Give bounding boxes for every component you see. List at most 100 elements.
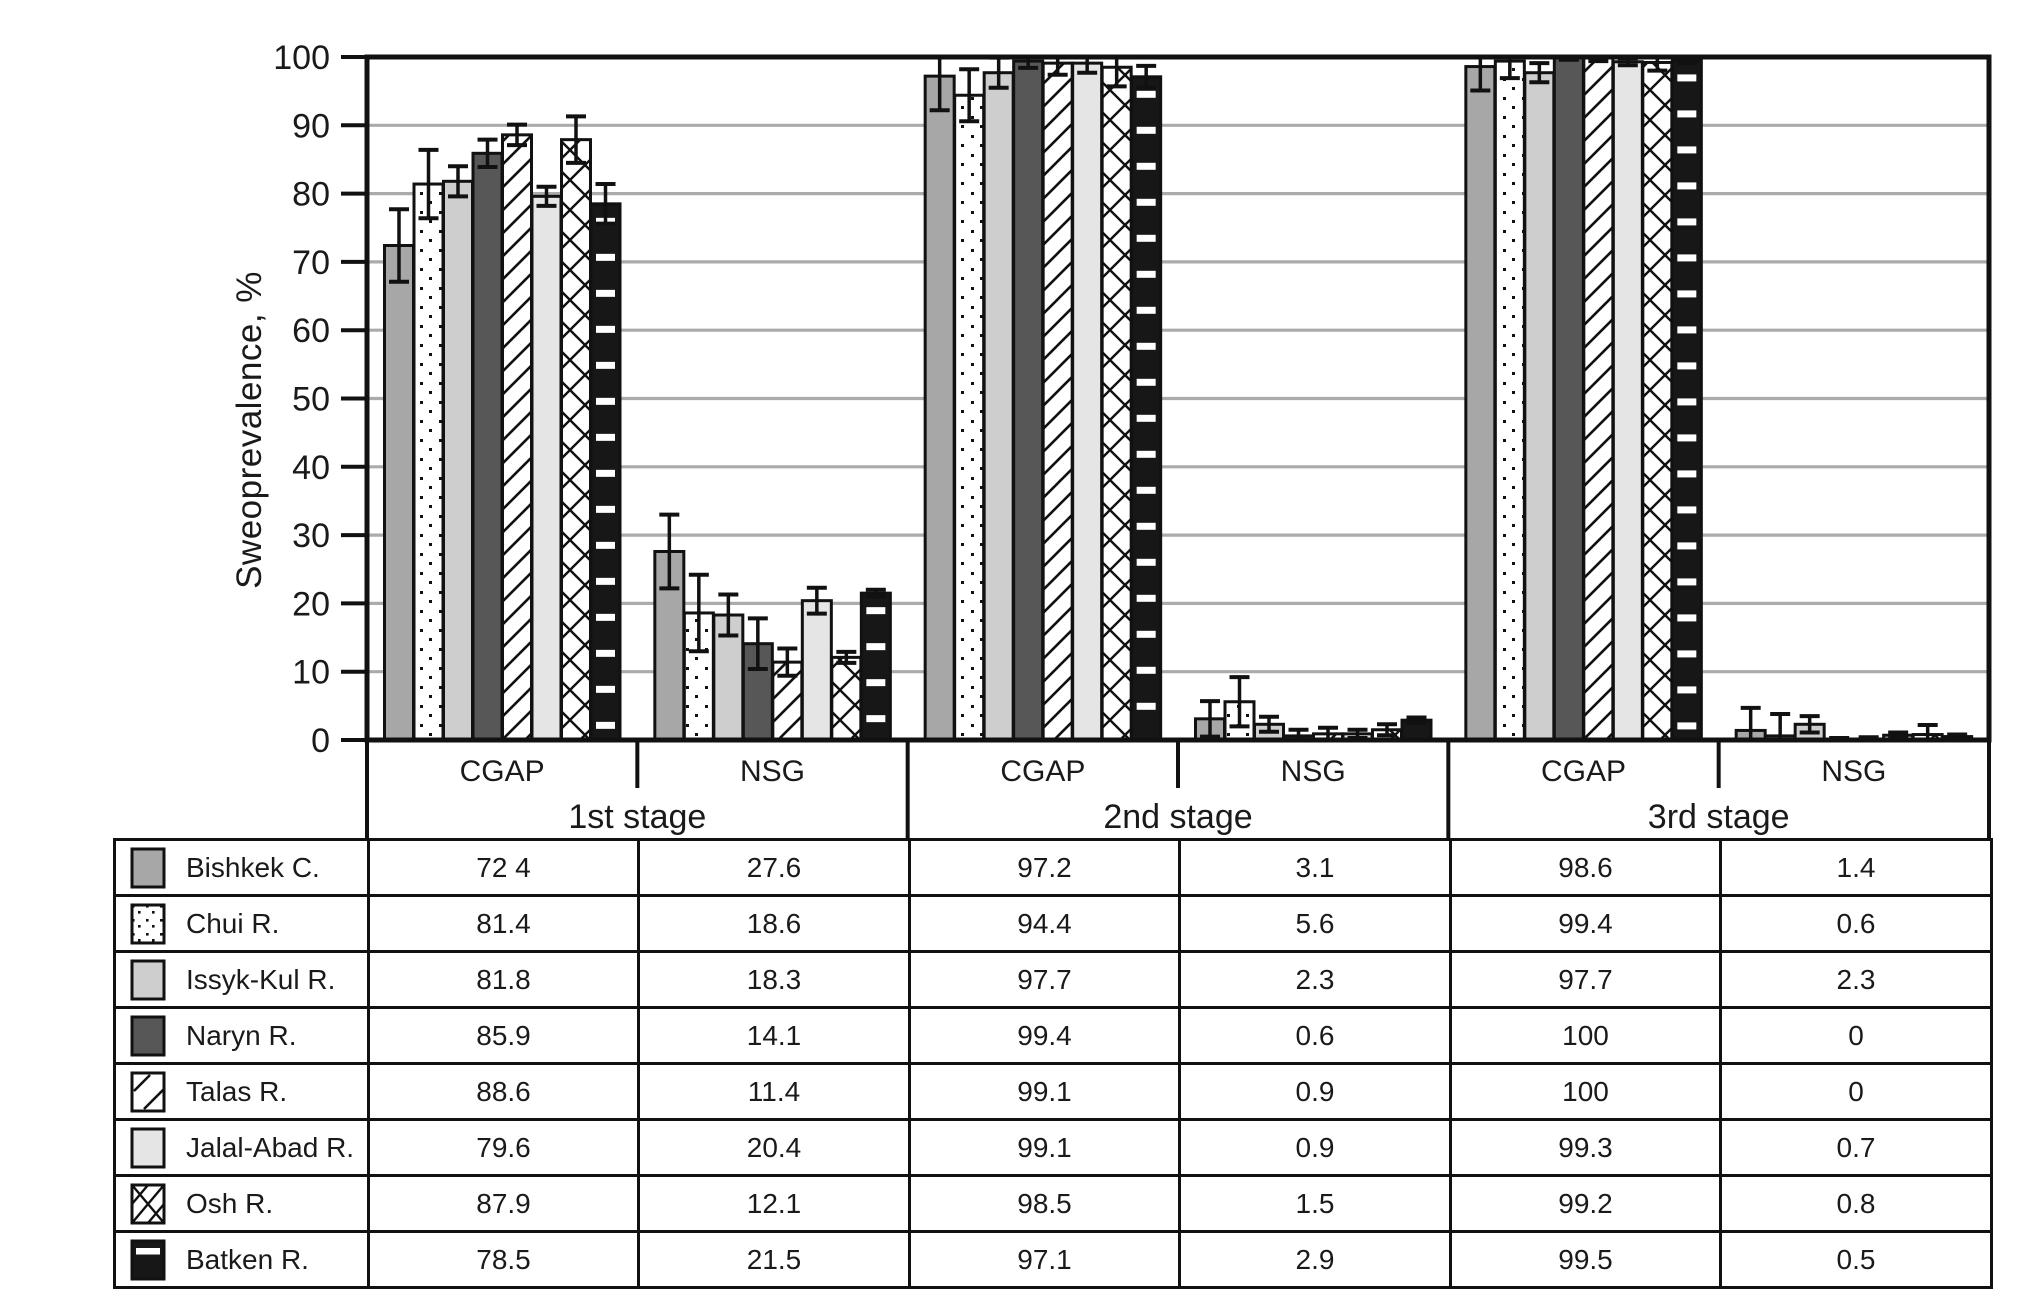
- y-tick-label: 90: [292, 107, 330, 145]
- bar: [800, 599, 833, 742]
- legend-swatch: [130, 1071, 166, 1112]
- legend-label: Issyk-Kul R.: [186, 963, 336, 995]
- table-cell: 2.9: [1178, 1230, 1452, 1289]
- legend-cell: Batken R.: [113, 1230, 370, 1289]
- table-row: Batken R. 78.5 21.5 97.1 2.9 99.5 0.5: [113, 1230, 1993, 1289]
- table-cell: 0.9: [1178, 1062, 1452, 1121]
- bar-stripe: [1136, 522, 1156, 530]
- legend-cell: Naryn R.: [113, 1006, 370, 1065]
- legend-label: Naryn R.: [186, 1019, 297, 1051]
- bar: [530, 194, 563, 742]
- bar-stripe: [596, 505, 615, 513]
- table-cell: 99.1: [908, 1118, 1181, 1177]
- table-cell: 2.3: [1719, 950, 1993, 1009]
- table-cell: 14.1: [637, 1006, 911, 1065]
- bar-stripe: [1136, 270, 1156, 278]
- bar-stripe: [1136, 558, 1156, 566]
- table-cell: 79.6: [367, 1118, 640, 1177]
- table-cell: 1.4: [1719, 838, 1993, 897]
- bar-stripe: [1677, 398, 1697, 406]
- table-cell: 99.3: [1449, 1118, 1722, 1177]
- stage-label: 2nd stage: [1103, 798, 1252, 836]
- bar-stripe: [866, 679, 886, 687]
- bar-stripe: [1677, 74, 1697, 82]
- legend-swatch: [130, 903, 166, 944]
- table-cell: 3.1: [1178, 838, 1452, 897]
- bar: [1611, 60, 1644, 742]
- table-cell: 0.8: [1719, 1174, 1993, 1233]
- legend-label: Jalal-Abad R.: [186, 1131, 355, 1163]
- table-row: Bishkek C. 72 4 27.6 97.2 3.1 98.6 1.4: [113, 838, 1993, 897]
- bar-stripe: [1136, 630, 1156, 638]
- table-cell: 0: [1719, 1062, 1993, 1121]
- table-row: Issyk-Kul R. 81.8 18.3 97.7 2.3 97.7 2.3: [113, 950, 1993, 1009]
- table-cell: 97.2: [908, 838, 1181, 897]
- bar-stripe: [1136, 414, 1156, 422]
- assay-label: NSG: [1821, 755, 1886, 788]
- table-cell: 97.1: [908, 1230, 1181, 1289]
- table-cell: 99.2: [1449, 1174, 1722, 1233]
- bar-stripe: [1677, 110, 1697, 118]
- legend-cell: Jalal-Abad R.: [113, 1118, 370, 1177]
- bar-stripe: [596, 289, 615, 297]
- table-cell: 0.6: [1719, 894, 1993, 953]
- bar-stripe: [596, 397, 615, 405]
- table-cell: 99.5: [1449, 1230, 1722, 1289]
- bar-stripe: [1136, 702, 1156, 710]
- bar-stripe: [1136, 162, 1156, 170]
- legend-swatch: [130, 1239, 166, 1280]
- table-cell: 98.6: [1449, 838, 1722, 897]
- bar: [1493, 59, 1526, 742]
- table-cell: 0.9: [1178, 1118, 1452, 1177]
- table-cell: 97.7: [908, 950, 1181, 1009]
- legend-label: Batken R.: [186, 1243, 309, 1275]
- table-cell: 97.7: [1449, 950, 1722, 1009]
- assay-label: NSG: [740, 755, 805, 788]
- y-tick-label: 0: [311, 722, 330, 760]
- legend-cell: Talas R.: [113, 1062, 370, 1121]
- bar-stripe: [1677, 434, 1697, 442]
- table-cell: 21.5: [637, 1230, 911, 1289]
- bar: [1464, 65, 1497, 742]
- bar-stripe: [1677, 614, 1697, 622]
- bar-stripe: [1677, 290, 1697, 298]
- bar-stripe: [596, 721, 615, 729]
- assay-label: NSG: [1281, 755, 1346, 788]
- bar-stripe: [1136, 486, 1156, 494]
- bar: [1523, 71, 1556, 742]
- bar: [923, 74, 956, 742]
- table-cell: 2.3: [1178, 950, 1452, 1009]
- bar-stripe: [596, 613, 615, 621]
- table-row: Naryn R. 85.9 14.1 99.4 0.6 100 0: [113, 1006, 1993, 1065]
- table-cell: 99.1: [908, 1062, 1181, 1121]
- bar-stripe: [1677, 254, 1697, 262]
- y-tick-label: 20: [292, 585, 330, 623]
- table-row: Talas R. 88.6 11.4 99.1 0.9 100 0: [113, 1062, 1993, 1121]
- bar-stripe: [1677, 506, 1697, 514]
- table-cell: 87.9: [367, 1174, 640, 1233]
- table-cell: 98.5: [908, 1174, 1181, 1233]
- legend-swatch: [130, 959, 166, 1000]
- y-tick-label: 60: [292, 312, 330, 350]
- bar-stripe: [1677, 146, 1697, 154]
- table-cell: 78.5: [367, 1230, 640, 1289]
- legend-label: Osh R.: [186, 1187, 274, 1219]
- table-cell: 12.1: [637, 1174, 911, 1233]
- chart-plot: 0 10 20 30 40 50 60 70 80 90 100 CGAP NSG CGAP NSG CGAP…: [273, 39, 1992, 838]
- assay-label: CGAP: [460, 755, 545, 788]
- table-cell: 0.6: [1178, 1006, 1452, 1065]
- y-tick-label: 70: [292, 244, 330, 282]
- bar-stripe: [1136, 450, 1156, 458]
- legend-cell: Chui R.: [113, 894, 370, 953]
- bar-stripe: [1677, 470, 1697, 478]
- legend-label: Bishkek C.: [186, 851, 320, 883]
- bar-stripe: [596, 325, 615, 333]
- y-tick-label: 10: [292, 654, 330, 692]
- legend-swatch: [130, 1183, 166, 1224]
- bar: [1041, 61, 1074, 742]
- bar: [501, 133, 533, 742]
- table-cell: 88.6: [367, 1062, 640, 1121]
- bar: [471, 151, 504, 742]
- data-table: Bishkek C. 72 4 27.6 97.2 3.1 98.6 1.4 Chui R. 8…: [113, 838, 1993, 1289]
